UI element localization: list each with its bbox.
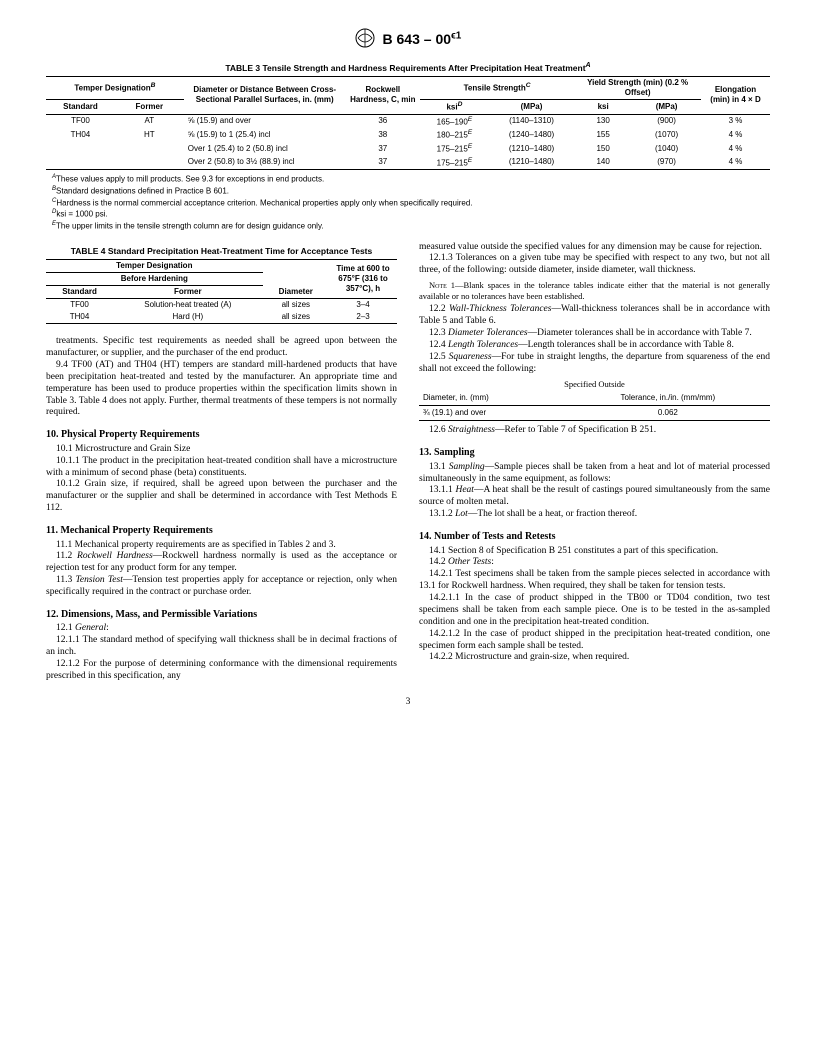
para: 12.4 Length Tolerances—Length tolerances… bbox=[419, 340, 770, 352]
para: 12.1 General: bbox=[46, 623, 397, 635]
para: 13.1.2 Lot—The lot shall be a heat, or f… bbox=[419, 509, 770, 521]
left-column: TABLE 4 Standard Precipitation Heat-Trea… bbox=[46, 242, 397, 683]
section-head: 13. Sampling bbox=[419, 447, 770, 460]
table-row: TH04Hard (H)all sizes2–3 bbox=[46, 311, 397, 324]
para: 12.2 Wall-Thickness Tolerances—Wall-thic… bbox=[419, 304, 770, 328]
squareness-table: Diameter, in. (mm)Tolerance, in./in. (mm… bbox=[419, 391, 770, 421]
para: 14.2.1.2 In the case of product shipped … bbox=[419, 629, 770, 653]
para: 11.2 Rockwell Hardness—Rockwell hardness… bbox=[46, 551, 397, 575]
para: 12.1.2 For the purpose of determining co… bbox=[46, 659, 397, 683]
table-row: Over 2 (50.8) to 3½ (88.9) incl37175–215… bbox=[46, 156, 770, 170]
table3: Temper DesignationB Diameter or Distance… bbox=[46, 76, 770, 170]
table-row: TF00Solution-heat treated (A)all sizes3–… bbox=[46, 299, 397, 312]
para: 14.2 Other Tests: bbox=[419, 557, 770, 569]
table-row: Over 1 (25.4) to 2 (50.8) incl37175–215E… bbox=[46, 142, 770, 156]
section-head: 10. Physical Property Requirements bbox=[46, 429, 397, 442]
table4-title: TABLE 4 Standard Precipitation Heat-Trea… bbox=[46, 246, 397, 257]
para: 13.1.1 Heat—A heat shall be the result o… bbox=[419, 485, 770, 509]
para: 10.1.2 Grain size, if required, shall be… bbox=[46, 479, 397, 515]
para: 12.6 Straightness—Refer to Table 7 of Sp… bbox=[419, 425, 770, 437]
para: measured value outside the specified val… bbox=[419, 242, 770, 254]
table3-footnotes: AThese values apply to mill products. Se… bbox=[46, 174, 770, 231]
para: 14.2.1.1 In the case of product shipped … bbox=[419, 593, 770, 629]
para: 12.5 Squareness—For tube in straight len… bbox=[419, 352, 770, 376]
table3-title: TABLE 3 Tensile Strength and Hardness Re… bbox=[46, 61, 770, 73]
note: Note 1—Blank spaces in the tolerance tab… bbox=[419, 280, 770, 301]
section-head: 14. Number of Tests and Retests bbox=[419, 531, 770, 544]
para: 10.1.1 The product in the precipitation … bbox=[46, 456, 397, 480]
para: 11.3 Tension Test—Tension test propertie… bbox=[46, 575, 397, 599]
astm-logo bbox=[355, 28, 375, 53]
right-column: measured value outside the specified val… bbox=[419, 242, 770, 683]
section-head: 12. Dimensions, Mass, and Permissible Va… bbox=[46, 609, 397, 622]
para: 9.4 TF00 (AT) and TH04 (HT) tempers are … bbox=[46, 360, 397, 419]
page-number: 3 bbox=[46, 697, 770, 709]
para: 14.1 Section 8 of Specification B 251 co… bbox=[419, 546, 770, 558]
table-row: TF00AT⅝ (15.9) and over36165–190E(1140–1… bbox=[46, 114, 770, 128]
para: 14.2.2 Microstructure and grain-size, wh… bbox=[419, 652, 770, 664]
para: 11.1 Mechanical property requirements ar… bbox=[46, 540, 397, 552]
para: 14.2.1 Test specimens shall be taken fro… bbox=[419, 569, 770, 593]
designation: B 643 – 00 bbox=[383, 31, 452, 47]
para: 12.1.3 Tolerances on a given tube may be… bbox=[419, 253, 770, 277]
body-columns: TABLE 4 Standard Precipitation Heat-Trea… bbox=[46, 242, 770, 683]
para: 12.3 Diameter Tolerances—Diameter tolera… bbox=[419, 328, 770, 340]
para: 12.1.1 The standard method of specifying… bbox=[46, 635, 397, 659]
section-head: 11. Mechanical Property Requirements bbox=[46, 525, 397, 538]
table4: Temper DesignationDiameterTime at 600 to… bbox=[46, 259, 397, 324]
para: 13.1 Sampling—Sample pieces shall be tak… bbox=[419, 462, 770, 486]
doc-header: B 643 – 00ϵ1 bbox=[46, 28, 770, 53]
para: treatments. Specific test requirements a… bbox=[46, 336, 397, 360]
squareness-title: Specified Outside bbox=[419, 379, 770, 390]
epsilon: ϵ1 bbox=[451, 30, 461, 41]
para: 10.1 Microstructure and Grain Size bbox=[46, 444, 397, 456]
table-row: TH04HT⅝ (15.9) to 1 (25.4) incl38180–215… bbox=[46, 128, 770, 142]
